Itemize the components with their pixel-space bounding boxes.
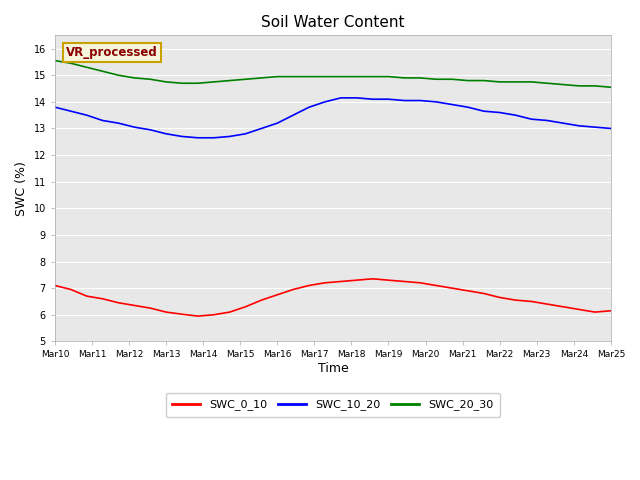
Text: VR_processed: VR_processed (66, 46, 158, 59)
Legend: SWC_0_10, SWC_10_20, SWC_20_30: SWC_0_10, SWC_10_20, SWC_20_30 (166, 393, 500, 417)
Title: Soil Water Content: Soil Water Content (261, 15, 404, 30)
X-axis label: Time: Time (317, 362, 348, 375)
Y-axis label: SWC (%): SWC (%) (15, 161, 28, 216)
